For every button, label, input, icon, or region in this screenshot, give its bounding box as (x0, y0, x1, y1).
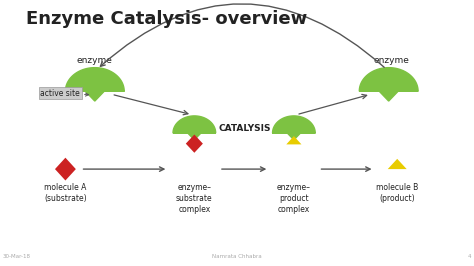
Text: enzyme: enzyme (77, 56, 113, 65)
Polygon shape (273, 116, 315, 140)
Text: 30-Mar-18: 30-Mar-18 (2, 254, 30, 259)
Text: molecule B
(product): molecule B (product) (376, 183, 419, 203)
Text: 4: 4 (468, 254, 472, 259)
Text: enzyme–
product
complex: enzyme– product complex (277, 183, 311, 214)
Text: Namrata Chhabra: Namrata Chhabra (212, 254, 262, 259)
Polygon shape (55, 158, 76, 181)
Text: enzyme–
substrate
complex: enzyme– substrate complex (176, 183, 213, 214)
Polygon shape (359, 68, 418, 101)
Polygon shape (286, 136, 301, 144)
Polygon shape (65, 68, 124, 101)
Text: enzyme: enzyme (373, 56, 409, 65)
Polygon shape (186, 135, 203, 153)
Text: active site: active site (40, 89, 89, 98)
Text: Enzyme Catalysis- overview: Enzyme Catalysis- overview (26, 10, 307, 27)
Polygon shape (388, 159, 407, 169)
Polygon shape (173, 116, 216, 140)
Text: CATALYSIS: CATALYSIS (219, 124, 272, 133)
Text: molecule A
(substrate): molecule A (substrate) (44, 183, 87, 203)
